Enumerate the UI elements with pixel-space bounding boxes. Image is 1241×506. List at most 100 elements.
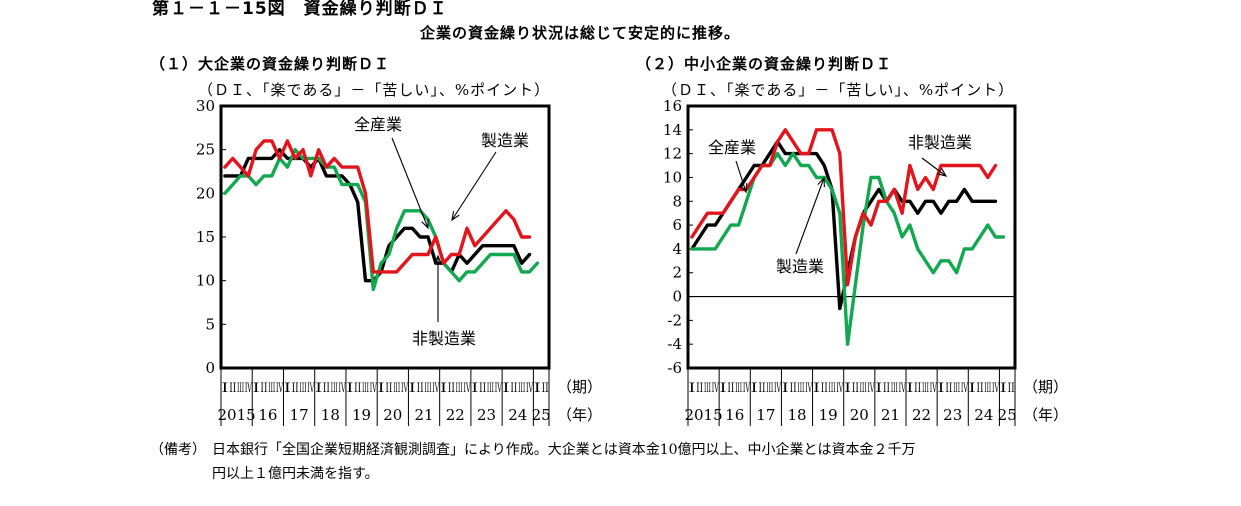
x-quarter-label: I — [1000, 381, 1007, 396]
y-tick-label: 4 — [672, 240, 682, 258]
x-year-label: 21 — [881, 406, 900, 424]
x-quarter-label: IV — [432, 381, 439, 396]
series-line-non-manufacturing — [690, 128, 998, 287]
x-quarter-label: I — [720, 381, 727, 396]
x-unit-year: （年） — [1023, 406, 1068, 424]
y-tick-label: 12 — [663, 145, 682, 163]
x-year-label: 16 — [258, 406, 277, 424]
x-quarter-label: II — [696, 381, 703, 396]
series-annotation: 全産業 — [354, 115, 402, 134]
y-tick-label: 10 — [196, 272, 215, 290]
x-quarter-label: I — [906, 381, 913, 396]
x-year-label: 20 — [383, 406, 402, 424]
x-quarter-label: IV — [495, 381, 502, 396]
y-tick-label: 10 — [663, 168, 682, 186]
x-quarter-label: IV — [712, 381, 719, 396]
x-quarter-label: I — [782, 381, 789, 396]
x-quarter-label: IV — [743, 381, 750, 396]
x-quarter-label: II — [385, 381, 392, 396]
x-quarter-label: II — [976, 381, 983, 396]
x-quarter-label: II — [883, 381, 890, 396]
x-quarter-label: II — [758, 381, 765, 396]
x-quarter-label: I — [471, 381, 478, 396]
series-line-manufacturing — [690, 151, 1005, 346]
x-quarter-label: IV — [307, 381, 314, 396]
x-unit-quarter: （期） — [1023, 378, 1068, 396]
x-quarter-label: I — [315, 381, 322, 396]
y-tick-label: 6 — [672, 216, 682, 234]
annotation-arrowhead — [739, 182, 748, 194]
y-tick-label: 0 — [205, 359, 215, 377]
x-quarter-label: IV — [276, 381, 283, 396]
annotation-arrowhead — [421, 218, 429, 230]
x-quarter-label: I — [409, 381, 416, 396]
x-quarter-label: III — [331, 381, 338, 396]
x-quarter-label: I — [751, 381, 758, 396]
x-quarter-label: I — [534, 381, 541, 396]
x-quarter-label: I — [844, 381, 851, 396]
annotation-arrowhead — [451, 211, 460, 222]
x-quarter-label: I — [253, 381, 260, 396]
x-quarter-label: II — [914, 381, 921, 396]
x-quarter-label: I — [813, 381, 820, 396]
x-year-label: 17 — [756, 406, 775, 424]
x-quarter-label: III — [456, 381, 463, 396]
x-quarter-label: II — [1008, 381, 1015, 396]
y-tick-label: 0 — [672, 288, 682, 306]
series-annotation: 製造業 — [776, 257, 824, 276]
x-quarter-label: III — [984, 381, 991, 396]
x-quarter-label: II — [510, 381, 517, 396]
annotation-arrowhead — [433, 254, 443, 265]
x-quarter-label: I — [284, 381, 291, 396]
x-quarter-label: III — [393, 381, 400, 396]
chart-right-ylabel: （ＤＩ、「楽である」－「苦しい」、%ポイント） — [662, 81, 1015, 99]
x-quarter-label: III — [424, 381, 431, 396]
x-quarter-label: II — [727, 381, 734, 396]
x-year-label: 25 — [532, 406, 551, 424]
x-quarter-label: I — [969, 381, 976, 396]
x-quarter-label: IV — [930, 381, 937, 396]
y-tick-label: 2 — [672, 264, 682, 282]
x-unit-year: （年） — [557, 406, 602, 424]
x-year-label: 18 — [321, 406, 340, 424]
x-quarter-label: III — [237, 381, 244, 396]
x-quarter-label: IV — [992, 381, 999, 396]
y-tick-label: 5 — [205, 315, 215, 333]
x-year-label: 17 — [290, 406, 309, 424]
x-year-label: 20 — [850, 406, 869, 424]
x-quarter-label: II — [354, 381, 361, 396]
annotation-arrow — [391, 137, 429, 229]
x-year-label: 22 — [912, 406, 931, 424]
y-tick-label: 14 — [663, 121, 682, 139]
x-year-label: 23 — [943, 406, 962, 424]
x-quarter-label: III — [953, 381, 960, 396]
chart-left-title: （１）大企業の資金繰り判断ＤＩ — [150, 55, 391, 73]
x-quarter-label: IV — [463, 381, 470, 396]
x-quarter-label: III — [268, 381, 275, 396]
y-tick-label: 8 — [672, 192, 682, 210]
x-year-label: 2015 — [684, 406, 722, 424]
chart-left-ylabel: （ＤＩ、「楽である」－「苦しい」、%ポイント） — [198, 81, 551, 99]
x-quarter-label: II — [448, 381, 455, 396]
x-quarter-label: I — [440, 381, 447, 396]
x-year-label: 16 — [725, 406, 744, 424]
x-quarter-label: IV — [961, 381, 968, 396]
x-year-label: 19 — [352, 406, 371, 424]
x-quarter-label: I — [346, 381, 353, 396]
series-line-manufacturing — [223, 147, 539, 292]
x-quarter-label: IV — [774, 381, 781, 396]
x-quarter-label: IV — [805, 381, 812, 396]
series-annotation: 製造業 — [481, 131, 529, 150]
annotation-arrow — [735, 160, 747, 193]
x-quarter-label: II — [821, 381, 828, 396]
x-quarter-label: IV — [867, 381, 874, 396]
x-year-label: 25 — [998, 406, 1017, 424]
annotation-arrow — [451, 151, 497, 221]
x-quarter-label: II — [323, 381, 330, 396]
y-tick-label: 25 — [196, 141, 215, 159]
chart-right-title: （２）中小企業の資金繰り判断ＤＩ — [636, 55, 893, 73]
y-tick-label: -6 — [667, 359, 682, 377]
x-quarter-label: I — [875, 381, 882, 396]
